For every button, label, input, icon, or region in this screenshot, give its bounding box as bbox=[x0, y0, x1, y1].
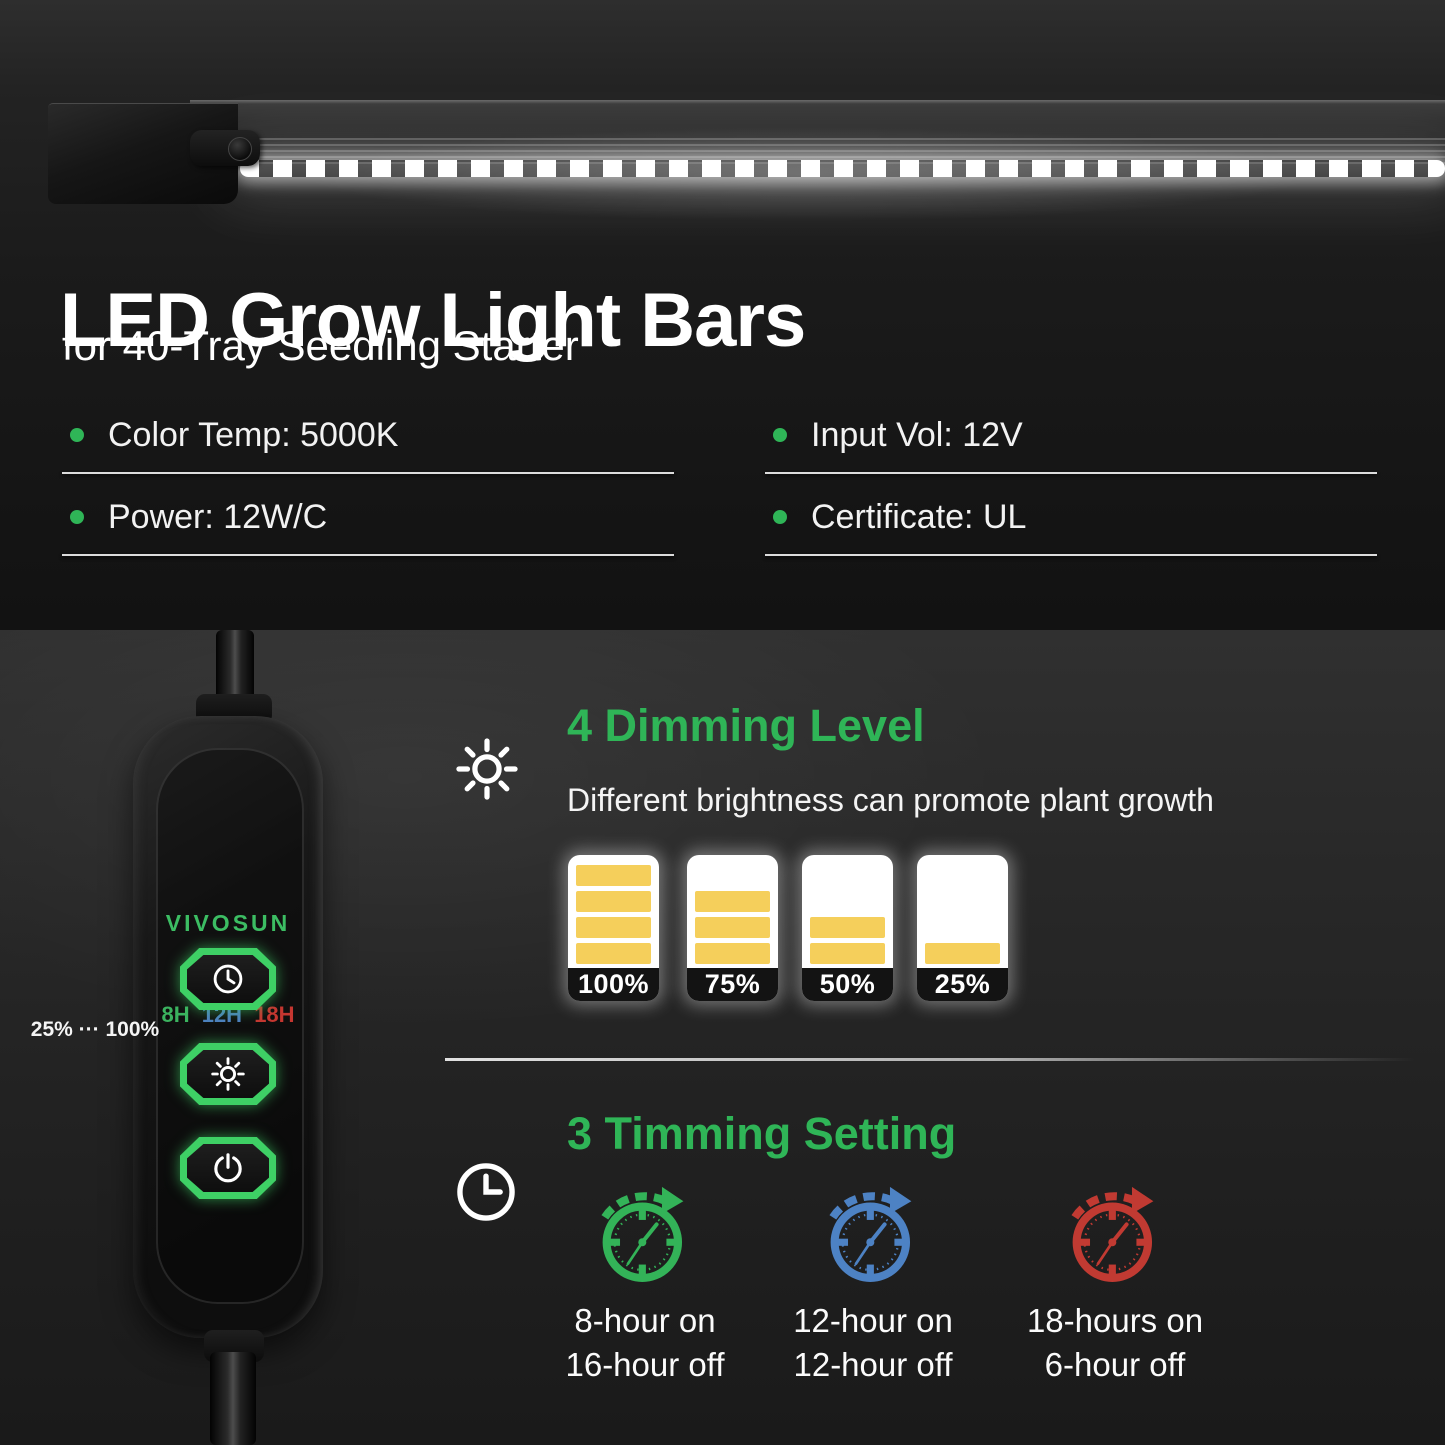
timing-line2: 6-hour off bbox=[1044, 1346, 1186, 1383]
top-section: LED Grow Light Bars for 40-Tray Seedling… bbox=[0, 0, 1445, 630]
brightness-bars bbox=[810, 864, 885, 964]
cable-top bbox=[216, 630, 254, 702]
page-subtitle: for 40-Tray Seedling Starter bbox=[62, 322, 579, 369]
spec-input-voltage: Input Vol: 12V bbox=[765, 416, 1377, 474]
spec-underline bbox=[765, 472, 1377, 474]
bullet-icon bbox=[70, 428, 84, 442]
bullet-icon bbox=[70, 510, 84, 524]
spec-label: Input Vol: 12V bbox=[811, 416, 1023, 454]
timing-option-18h: 18-hours on 6-hour off bbox=[1000, 1178, 1230, 1387]
timer-button[interactable] bbox=[180, 948, 276, 1010]
bullet-icon bbox=[773, 428, 787, 442]
dimming-card-label: 25% bbox=[917, 968, 1008, 1001]
brightness-button-frame bbox=[180, 1043, 276, 1105]
bullet-icon bbox=[773, 510, 787, 524]
bar-end-cap bbox=[48, 103, 260, 204]
led-strip bbox=[240, 160, 1445, 177]
sun-icon bbox=[454, 736, 520, 802]
timing-line1: 18-hours on bbox=[1026, 1302, 1204, 1339]
spec-underline bbox=[62, 554, 674, 556]
spec-underline bbox=[765, 554, 1377, 556]
timer-mode-8h: 8H bbox=[161, 1002, 190, 1027]
timer-button-frame bbox=[180, 948, 276, 1010]
bottom-section: VIVOSUN 8H 12H 18H 25% ··· 100% bbox=[0, 630, 1445, 1445]
timing-option-8h: 8-hour on 16-hour off bbox=[530, 1178, 760, 1387]
controller-body bbox=[133, 716, 323, 1338]
spec-power: Power: 12W/C bbox=[62, 498, 674, 556]
spec-underline bbox=[62, 472, 674, 474]
dim-range-label: 25% ··· 100% bbox=[30, 1018, 160, 1041]
power-icon bbox=[210, 1150, 246, 1186]
timing-line1: 12-hour on bbox=[793, 1302, 953, 1339]
timing-line2: 16-hour off bbox=[565, 1346, 725, 1383]
sun-icon bbox=[210, 1056, 246, 1092]
timer-clock-icon bbox=[1057, 1178, 1173, 1294]
brightness-bars bbox=[925, 864, 1000, 964]
power-button[interactable] bbox=[180, 1137, 276, 1199]
bar-ribs bbox=[200, 138, 1445, 164]
dimming-card-label: 75% bbox=[687, 968, 778, 1001]
timing-line2: 12-hour off bbox=[793, 1346, 953, 1383]
dimming-card-100: 100% bbox=[568, 855, 659, 1001]
spec-color-temp: Color Temp: 5000K bbox=[62, 416, 674, 474]
bar-top-face bbox=[190, 100, 1445, 138]
timing-option-12h: 12-hour on 12-hour off bbox=[758, 1178, 988, 1387]
controller-face-panel bbox=[156, 748, 304, 1304]
spec-label: Power: 12W/C bbox=[108, 498, 328, 536]
cable-bottom bbox=[210, 1352, 256, 1445]
timer-mode-18h: 18H bbox=[254, 1002, 295, 1027]
led-glow bbox=[170, 120, 1445, 250]
timer-clock-icon bbox=[815, 1178, 931, 1294]
brightness-bars bbox=[576, 864, 651, 964]
mount-screw-icon bbox=[228, 137, 252, 161]
dimming-card-50: 50% bbox=[802, 855, 893, 1001]
clock-icon bbox=[210, 961, 246, 997]
timer-clock-icon bbox=[587, 1178, 703, 1294]
dimming-card-75: 75% bbox=[687, 855, 778, 1001]
clock-icon bbox=[452, 1158, 520, 1226]
dimming-heading: 4 Dimming Level bbox=[567, 700, 925, 751]
page-title: LED Grow Light Bars bbox=[60, 277, 806, 363]
spec-certificate: Certificate: UL bbox=[765, 498, 1377, 556]
dimming-description: Different brightness can promote plant g… bbox=[567, 782, 1214, 818]
timing-line1: 8-hour on bbox=[574, 1302, 716, 1339]
brightness-bars bbox=[695, 864, 770, 964]
dimming-card-label: 100% bbox=[568, 968, 659, 1001]
mount-tab bbox=[190, 130, 260, 166]
brightness-button[interactable] bbox=[180, 1043, 276, 1105]
dimming-card-25: 25% bbox=[917, 855, 1008, 1001]
timer-mode-labels: 8H 12H 18H bbox=[133, 1002, 323, 1028]
spec-label: Color Temp: 5000K bbox=[108, 416, 399, 454]
timing-heading: 3 Timming Setting bbox=[567, 1108, 957, 1159]
section-divider bbox=[445, 1058, 1445, 1061]
brand-logo: VIVOSUN bbox=[165, 910, 291, 936]
power-button-frame bbox=[180, 1137, 276, 1199]
spec-label: Certificate: UL bbox=[811, 498, 1027, 536]
dimming-card-label: 50% bbox=[802, 968, 893, 1001]
